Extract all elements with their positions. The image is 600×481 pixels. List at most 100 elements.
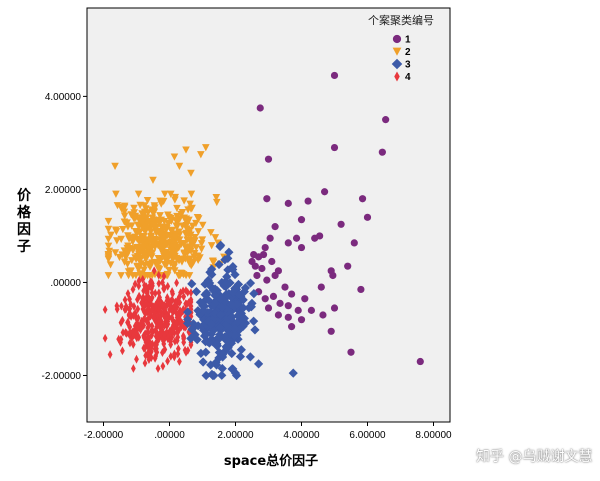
point-series-3	[216, 303, 226, 313]
point-series-3	[227, 312, 237, 322]
legend-marker-1	[392, 34, 402, 44]
point-series-2	[142, 224, 151, 232]
x-tick-label: -2.00000	[84, 430, 124, 441]
point-series-3	[228, 318, 238, 328]
point-series-2	[125, 234, 134, 242]
point-series-1	[264, 155, 273, 163]
legend-label: 1	[405, 35, 411, 46]
point-series-3	[212, 339, 222, 349]
point-series-2	[170, 250, 179, 258]
point-series-4	[155, 364, 161, 373]
point-series-2	[144, 217, 153, 226]
point-series-2	[172, 222, 181, 230]
point-series-2	[180, 250, 189, 258]
point-series-3	[218, 350, 228, 360]
point-series-4	[165, 281, 171, 291]
point-series-1	[297, 216, 306, 224]
point-series-1	[350, 239, 358, 247]
point-series-4	[159, 325, 164, 335]
point-series-2	[157, 246, 165, 254]
point-series-1	[301, 295, 309, 303]
point-series-4	[144, 328, 150, 337]
point-series-3	[223, 253, 233, 264]
point-series-1	[330, 304, 339, 312]
point-series-1	[271, 223, 279, 231]
point-series-3	[230, 283, 240, 294]
point-series-3	[214, 259, 224, 270]
point-series-4	[142, 343, 148, 353]
point-series-4	[135, 304, 141, 314]
point-series-2	[123, 244, 132, 253]
point-series-4	[156, 279, 162, 288]
point-series-4	[181, 334, 187, 344]
point-series-1	[330, 71, 339, 80]
point-series-2	[149, 221, 158, 229]
point-series-3	[245, 352, 255, 362]
x-tick-label: .00000	[154, 430, 185, 441]
point-series-1	[271, 271, 279, 280]
point-series-4	[172, 336, 178, 346]
point-series-3	[226, 299, 236, 310]
series-2	[104, 144, 228, 280]
point-series-2	[148, 249, 157, 257]
point-series-4	[180, 286, 186, 296]
point-series-1	[416, 357, 424, 366]
point-series-3	[215, 330, 225, 340]
point-series-2	[117, 203, 125, 212]
point-series-4	[120, 328, 126, 337]
point-series-3	[250, 325, 260, 335]
point-series-2	[124, 248, 133, 256]
point-series-1	[329, 271, 337, 280]
legend-item-3: 3	[391, 58, 411, 71]
point-series-2	[170, 153, 179, 161]
point-series-4	[142, 329, 148, 339]
point-series-2	[185, 216, 193, 224]
point-series-4	[156, 334, 162, 344]
point-series-3	[186, 333, 196, 344]
point-series-2	[184, 229, 193, 238]
point-series-1	[268, 257, 276, 266]
point-series-4	[130, 364, 136, 373]
point-series-4	[175, 332, 181, 342]
point-series-1	[274, 311, 282, 319]
point-series-2	[143, 196, 152, 205]
point-series-3	[223, 265, 233, 275]
point-series-2	[135, 237, 143, 245]
point-series-3	[224, 305, 234, 316]
point-series-3	[238, 303, 248, 313]
point-series-4	[158, 329, 164, 339]
point-series-1	[321, 188, 329, 196]
point-series-2	[156, 212, 164, 220]
point-series-2	[207, 229, 215, 237]
point-series-3	[201, 370, 211, 381]
point-series-1	[284, 199, 292, 207]
point-series-2	[111, 162, 119, 170]
point-series-2	[128, 238, 137, 246]
point-series-3	[245, 278, 256, 288]
point-series-3	[230, 324, 240, 334]
point-series-2	[188, 222, 197, 230]
point-series-3	[204, 296, 214, 306]
point-series-3	[216, 294, 226, 304]
point-series-2	[167, 227, 176, 235]
point-series-2	[189, 258, 198, 266]
point-series-4	[169, 296, 175, 305]
point-series-4	[170, 326, 176, 336]
point-series-2	[196, 254, 204, 262]
point-series-2	[134, 265, 143, 273]
point-series-4	[141, 333, 147, 343]
point-series-2	[104, 217, 113, 226]
point-series-4	[153, 300, 158, 310]
point-series-2	[136, 201, 144, 209]
point-series-4	[137, 320, 143, 330]
point-series-4	[161, 284, 167, 294]
point-series-4	[135, 295, 140, 304]
point-series-2	[207, 242, 216, 250]
point-series-1	[256, 104, 264, 112]
point-series-3	[239, 287, 249, 297]
point-series-3	[249, 316, 259, 326]
point-series-3	[211, 360, 222, 370]
point-series-1	[269, 292, 278, 301]
point-series-3	[191, 287, 202, 297]
